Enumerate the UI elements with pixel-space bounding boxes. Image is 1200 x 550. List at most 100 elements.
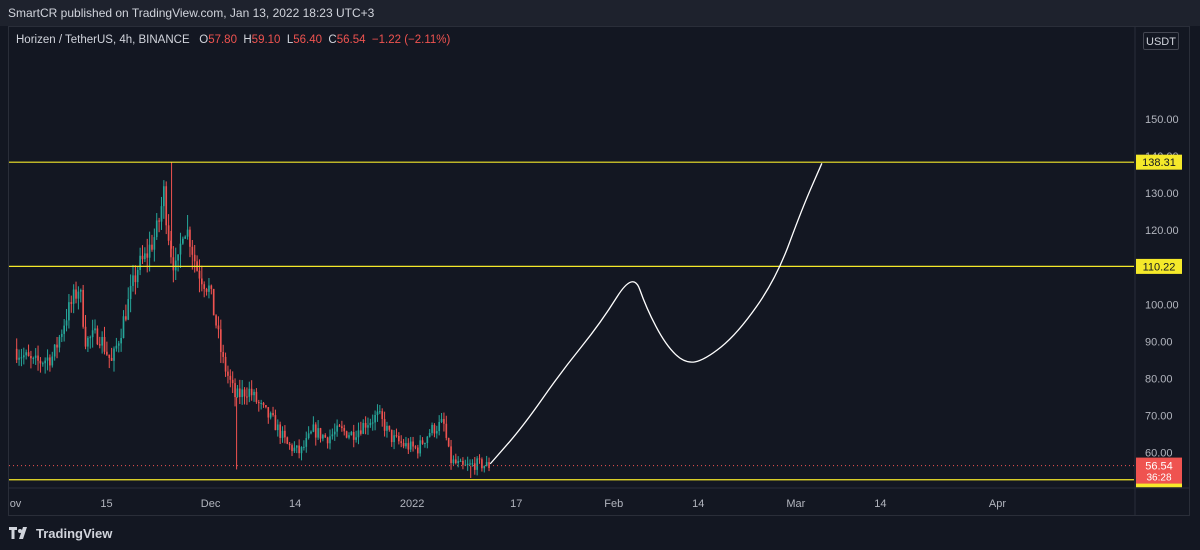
candle-body [395,435,398,437]
candle-body [324,435,327,438]
candle-body [352,431,355,440]
time-axis: ov 15 Dec 14 2022 17 Feb 14 Mar 14 Apr [10,498,1007,510]
candle-body [27,352,30,357]
candle-body [305,438,308,447]
x-tick-label: Dec [201,498,221,510]
candle-body [300,447,303,454]
publish-info: SmartCR published on TradingView.com, Ja… [0,0,1200,26]
candle-body [46,357,49,361]
candle-body [77,291,80,299]
candle-body [433,424,436,434]
candle-body [333,431,336,435]
candle-body [70,302,73,304]
candle-body [32,357,35,359]
candle-body [322,435,324,439]
candle-body [82,290,84,327]
candle-body [288,443,291,446]
countdown-label: 36:28 [1146,473,1171,484]
candle-body [362,422,365,434]
candle-body [125,316,127,320]
candle-body [293,447,296,452]
y-tick-label: 100.00 [1145,299,1179,311]
candle-body [421,440,424,444]
candle-body [435,431,438,434]
candle-body [440,419,443,422]
candle-body [390,429,393,443]
candle-body [108,354,111,358]
candle-body [241,389,244,398]
candle-body [222,352,225,357]
candle-body [68,302,70,321]
candle-body [341,426,343,429]
candle-body [236,388,239,398]
candle-body [18,357,20,360]
candle-body [379,411,381,413]
candle-body [127,298,130,320]
legend-title: Horizen / TetherUS, 4h, BINANCE [16,34,190,46]
candle-body [37,355,39,361]
candle-body [381,411,384,420]
candle-body [457,461,460,464]
level-badge-label: 138.31 [1142,157,1176,169]
candle-body [393,435,395,443]
candle-body [219,329,222,353]
candle-body [227,371,229,376]
candle-body [44,360,47,364]
candle-body [371,422,374,424]
candle-body [49,357,51,366]
candle-body [483,465,486,469]
x-tick-label: Apr [989,498,1006,510]
tradingview-logo-icon[interactable] [8,526,30,540]
candle-body [193,254,196,262]
y-tick-label: 60.00 [1145,448,1173,460]
candle-body [452,459,455,464]
candle-body [357,430,360,438]
candle-body [367,425,369,428]
level-badge [1136,258,1182,274]
candle-body [215,315,217,326]
candle-body [262,403,265,406]
x-tick-label: 14 [692,498,704,510]
candles-series [15,162,490,478]
horizontal-levels [9,161,1134,481]
y-tick-label: 70.00 [1145,411,1173,423]
currency-button[interactable]: USDT [1143,32,1179,50]
candle-body [56,344,58,348]
candle-body [407,443,410,450]
candle-body [51,356,54,366]
candle-body [345,431,348,438]
candle-body [462,460,464,465]
candle-body [172,257,175,271]
level-badge-label: 110.22 [1143,261,1176,273]
y-tick-label: 120.00 [1145,225,1179,237]
candle-body [481,459,483,469]
candle-body [459,460,462,462]
candle-body [281,430,284,438]
projection-drawing [489,163,823,465]
candle-body [279,424,281,438]
candle-body [310,431,312,434]
candle-body [158,220,160,222]
legend-high-label: H [243,34,252,46]
symbol-legend: Horizen / TetherUS, 4h, BINANCE O57.80 H… [16,34,450,46]
candle-body [369,422,372,426]
candle-body [198,270,201,279]
candle-body [229,375,232,380]
candle-body [144,253,146,260]
candle-body [488,462,490,469]
candle-body [224,356,227,372]
y-tick-label: 150.00 [1145,114,1179,126]
candle-body [87,337,89,347]
candle-body [445,423,448,438]
candle-body [269,413,272,418]
candle-body [336,425,338,432]
candle-body [177,254,179,261]
level-badge [1136,154,1182,170]
candle-body [343,428,346,432]
candle-body [307,433,310,439]
chart-frame[interactable] [8,26,1190,516]
last-price-label: 56.54 [1145,461,1173,473]
brand-name[interactable]: TradingView [36,525,113,541]
candle-body [265,405,267,408]
